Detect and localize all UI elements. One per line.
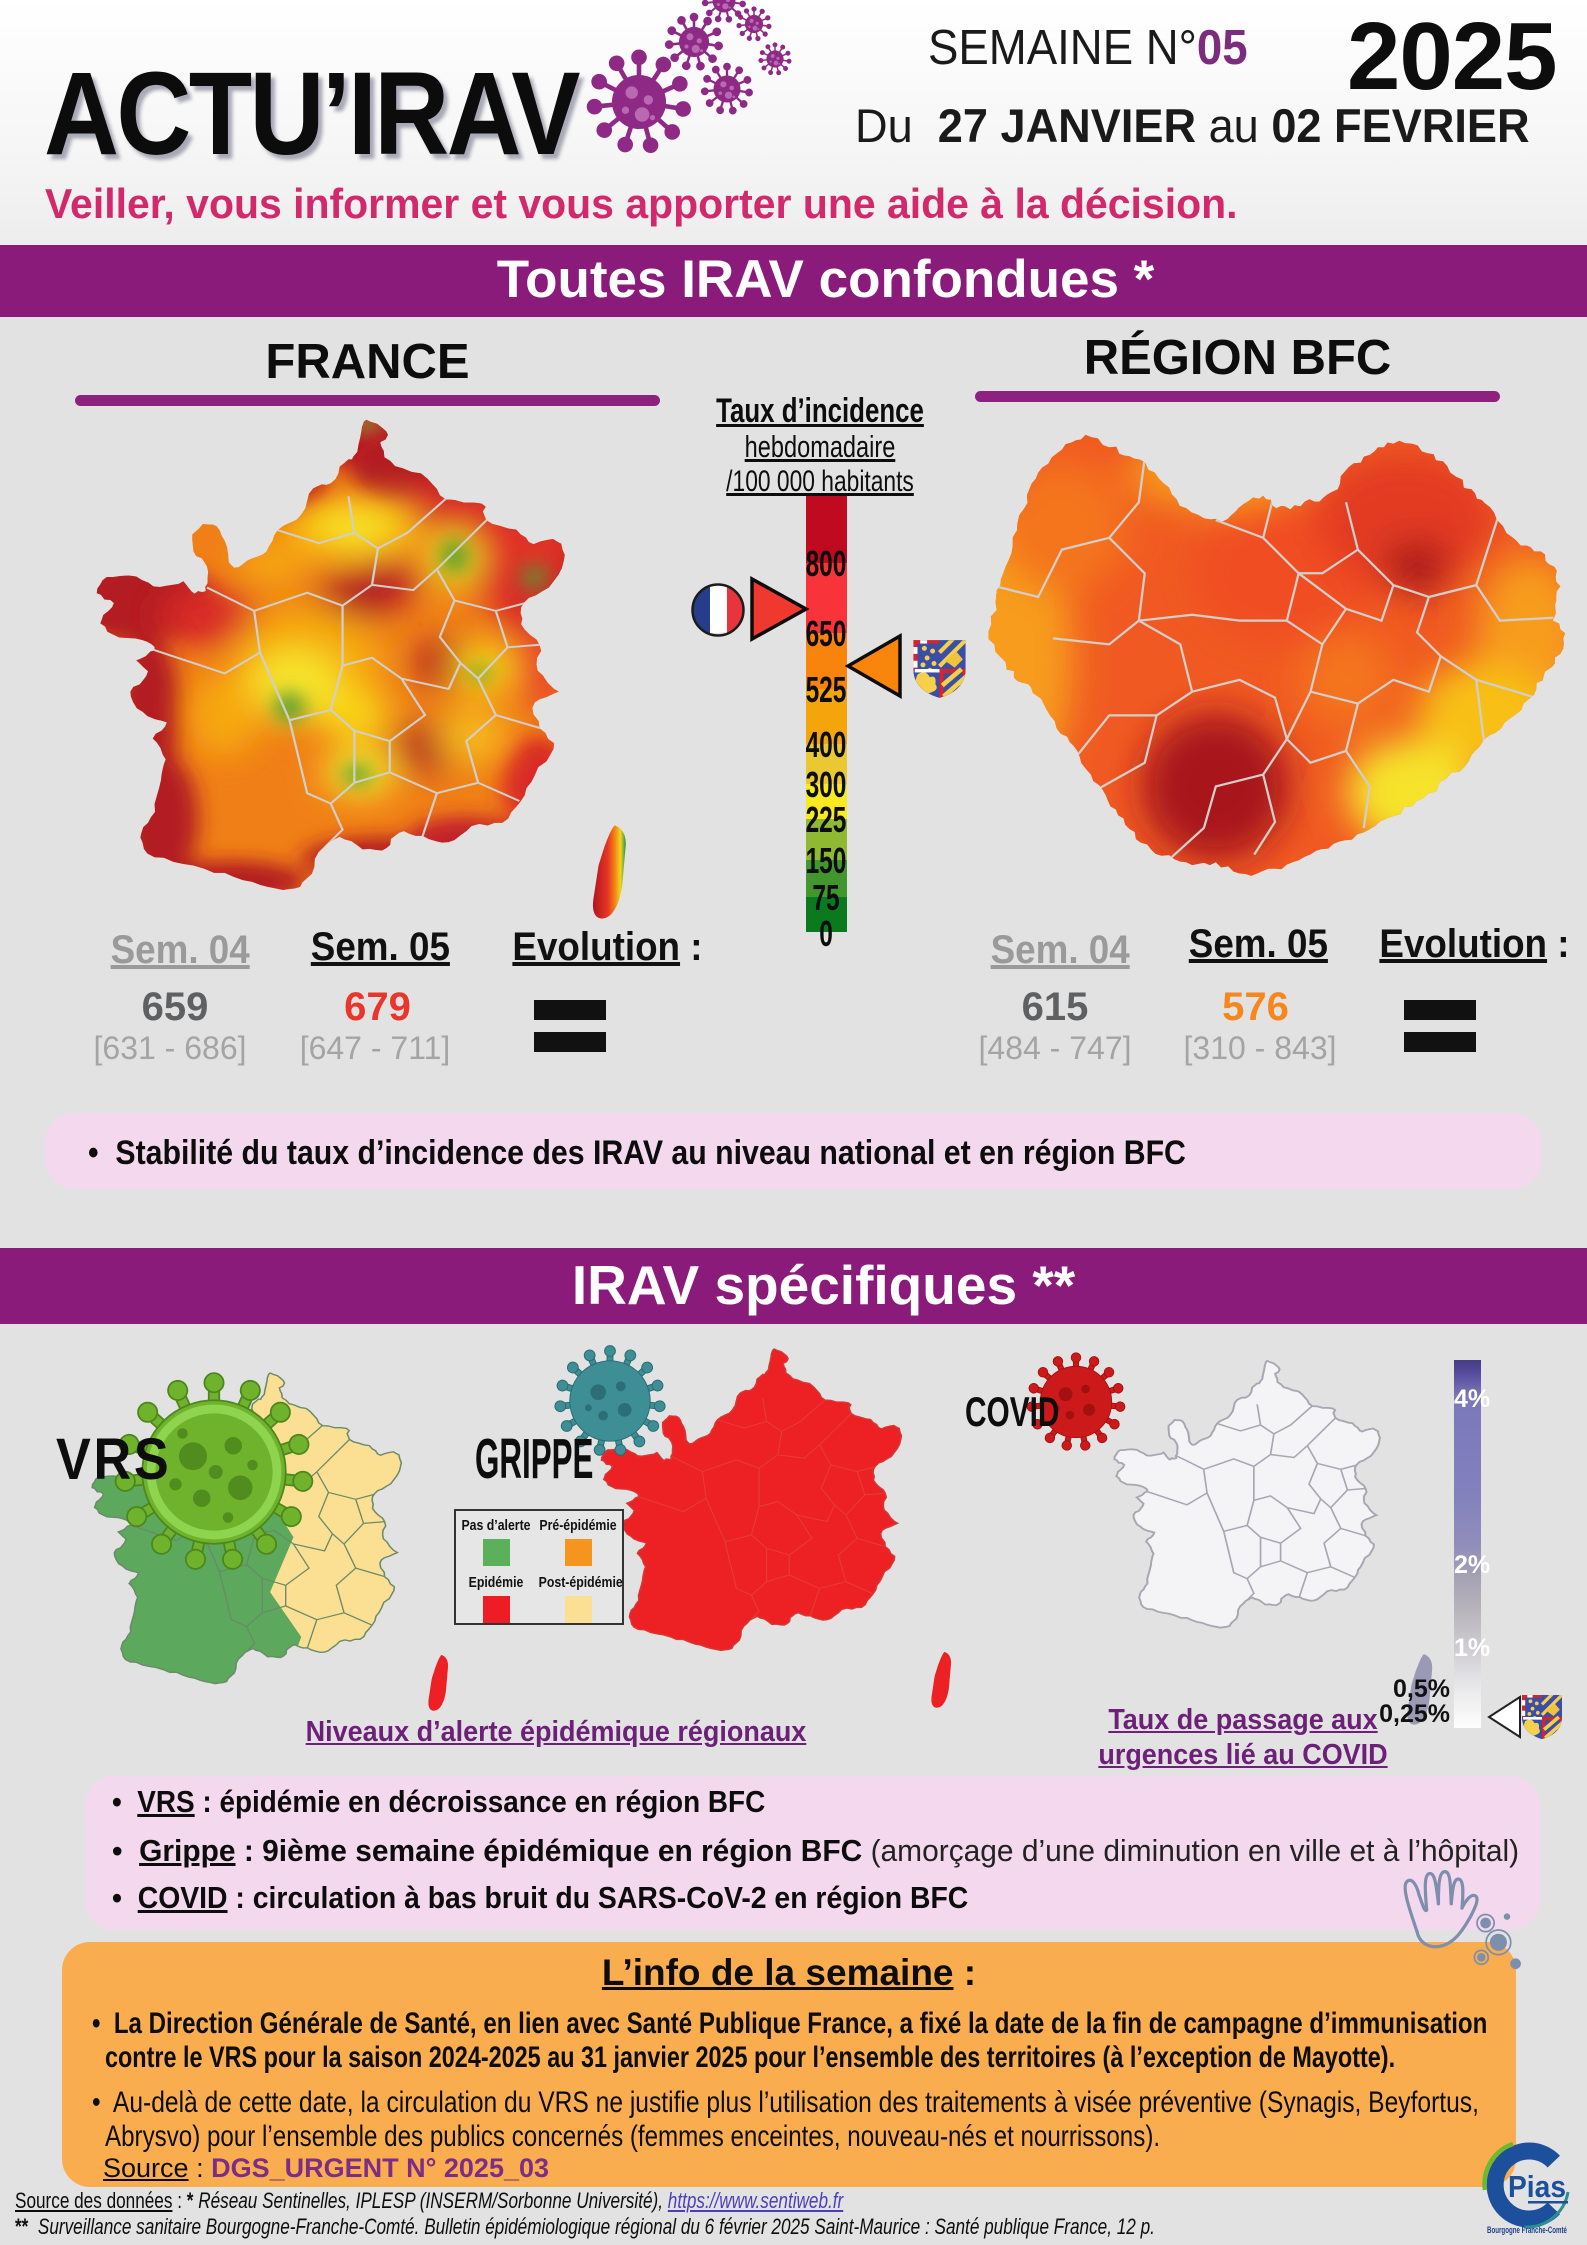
svg-text:Bourgogne Franche-Comté: Bourgogne Franche-Comté xyxy=(1487,2225,1567,2236)
svg-text:Pias: Pias xyxy=(1508,2169,1566,2204)
